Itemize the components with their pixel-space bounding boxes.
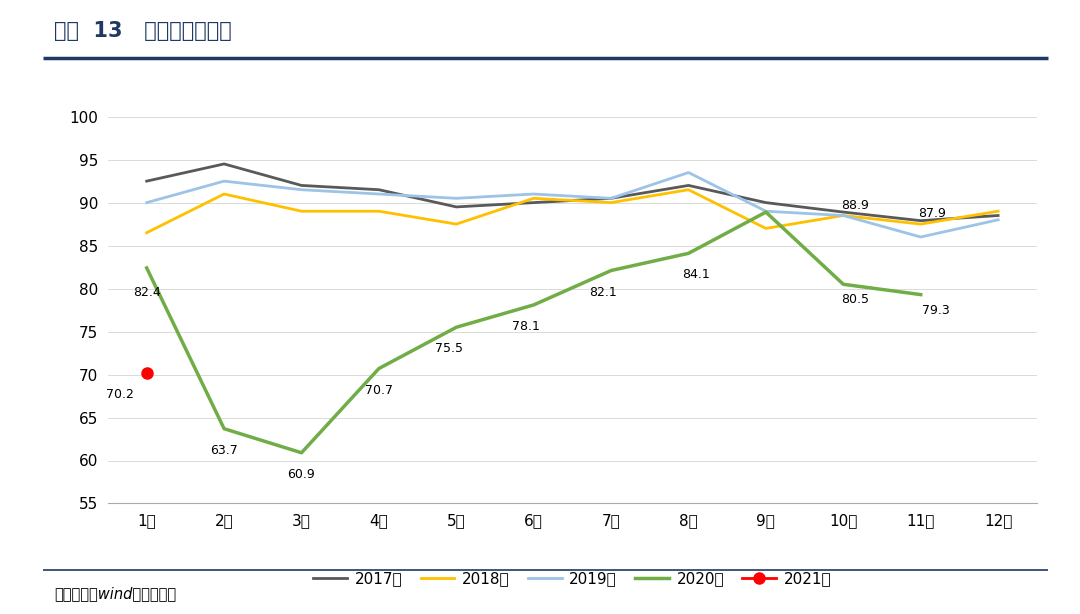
2018年 xyxy=(527,195,540,202)
Text: 70.2: 70.2 xyxy=(106,388,134,401)
Text: 78.1: 78.1 xyxy=(512,320,540,333)
Text: 资料来源：wind，华创证券: 资料来源：wind，华创证券 xyxy=(54,586,176,601)
Text: 70.7: 70.7 xyxy=(365,384,393,397)
2017年 xyxy=(683,182,696,189)
Text: 79.3: 79.3 xyxy=(922,303,950,317)
2018年 xyxy=(605,199,618,206)
Text: 87.9: 87.9 xyxy=(918,208,946,220)
2018年 xyxy=(373,208,386,215)
Text: 80.5: 80.5 xyxy=(841,293,869,306)
Text: 82.1: 82.1 xyxy=(590,286,618,298)
2020年 xyxy=(140,264,153,271)
Text: 84.1: 84.1 xyxy=(683,268,711,281)
Legend: 2017年, 2018年, 2019年, 2020年, 2021年: 2017年, 2018年, 2019年, 2020年, 2021年 xyxy=(308,565,837,593)
2020年 xyxy=(605,267,618,274)
2017年 xyxy=(449,203,462,211)
2020年 xyxy=(373,365,386,372)
2020年 xyxy=(683,250,696,257)
Text: 82.4: 82.4 xyxy=(133,286,161,298)
2019年 xyxy=(527,190,540,198)
2020年 xyxy=(527,301,540,309)
2018年 xyxy=(217,190,231,198)
2019年 xyxy=(295,186,308,193)
2018年 xyxy=(991,208,1004,215)
Line: 2018年: 2018年 xyxy=(147,190,998,233)
2017年 xyxy=(217,160,231,168)
2017年 xyxy=(991,212,1004,219)
2020年 xyxy=(449,324,462,331)
2018年 xyxy=(295,208,308,215)
2019年 xyxy=(217,177,231,185)
2017年 xyxy=(527,199,540,206)
Line: 2019年: 2019年 xyxy=(147,173,998,237)
Text: 63.7: 63.7 xyxy=(211,444,238,457)
2020年 xyxy=(295,449,308,456)
2018年 xyxy=(449,220,462,228)
2019年 xyxy=(683,169,696,176)
Line: 2020年: 2020年 xyxy=(147,212,920,453)
2018年 xyxy=(837,212,850,219)
2018年 xyxy=(759,225,772,232)
2017年 xyxy=(373,186,386,193)
2017年 xyxy=(605,195,618,202)
2017年 xyxy=(914,217,927,224)
2017年 xyxy=(140,177,153,185)
2020年 xyxy=(914,291,927,298)
2019年 xyxy=(605,195,618,202)
Line: 2017年: 2017年 xyxy=(147,164,998,220)
2020年 xyxy=(759,208,772,216)
2020年 xyxy=(837,281,850,288)
2019年 xyxy=(991,216,1004,223)
2019年 xyxy=(449,195,462,202)
2019年 xyxy=(373,190,386,198)
Text: 图表  13   春秋航空客座率: 图表 13 春秋航空客座率 xyxy=(54,21,232,42)
Text: 60.9: 60.9 xyxy=(287,468,315,481)
2019年 xyxy=(837,212,850,219)
2019年 xyxy=(759,208,772,215)
Text: 88.9: 88.9 xyxy=(841,199,868,212)
2019年 xyxy=(140,199,153,206)
2017年 xyxy=(759,199,772,206)
Text: 75.5: 75.5 xyxy=(434,342,462,356)
2019年 xyxy=(914,233,927,241)
2018年 xyxy=(140,229,153,236)
2017年 xyxy=(295,182,308,189)
2018年 xyxy=(683,186,696,193)
2020年 xyxy=(217,425,231,432)
2017年 xyxy=(837,208,850,216)
2018年 xyxy=(914,220,927,228)
